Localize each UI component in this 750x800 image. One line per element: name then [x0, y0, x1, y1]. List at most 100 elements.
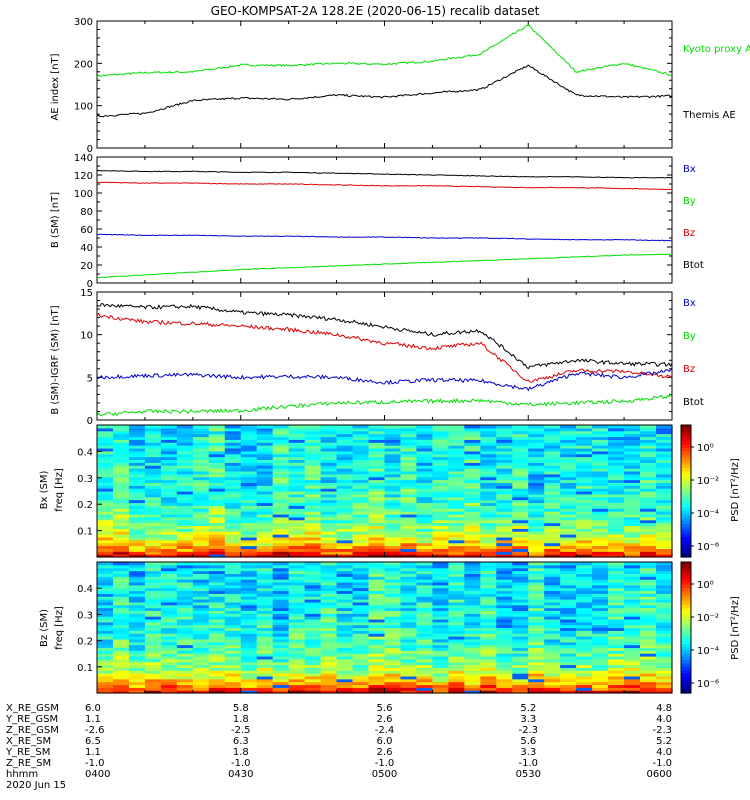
spectrogram-cell — [352, 678, 370, 683]
spectrogram-cell — [576, 470, 593, 475]
spectrogram-cell — [256, 499, 274, 504]
spectrogram-cell — [160, 687, 178, 691]
spectrogram-cell — [368, 502, 386, 506]
spectrogram-cell — [432, 581, 449, 586]
spectrogram-cell — [416, 554, 434, 558]
spectrogram-cell — [288, 453, 306, 458]
spectrogram-cell — [352, 536, 370, 541]
spectrogram-cell — [416, 508, 434, 512]
spectrogram-cell — [224, 644, 242, 649]
spectrogram-cell — [640, 502, 657, 506]
spectrogram-cell — [352, 542, 370, 547]
spectrogram-cell — [224, 488, 242, 492]
spectrogram-cell — [352, 525, 370, 529]
spectrogram-cell — [256, 613, 274, 617]
spectrogram-cell — [320, 499, 338, 504]
colorbar-segment — [681, 637, 691, 642]
spectrogram-cell — [384, 425, 402, 429]
spectrogram-cell — [560, 644, 577, 649]
spectrogram-cell — [416, 536, 434, 541]
spectrogram-cell — [288, 470, 306, 475]
spectrogram-cell — [144, 505, 162, 509]
spectrogram-cell — [512, 661, 529, 666]
spectrogram-cell — [656, 496, 673, 501]
spectrogram-cell — [400, 579, 418, 583]
spectrogram-cell — [144, 536, 162, 541]
spectrogram-cell — [576, 581, 593, 586]
spectrogram-cell — [352, 470, 370, 475]
spectrogram-cell — [528, 534, 545, 538]
series-kyoto-proxy-ae — [96, 24, 673, 78]
spectrogram-cell — [496, 519, 513, 524]
spectrogram-cell — [560, 482, 577, 486]
spectrogram-cell — [144, 485, 162, 489]
spectrogram-cell — [608, 445, 625, 449]
spectrogram-cell — [128, 456, 146, 461]
spectrogram-cell — [97, 445, 114, 449]
spectrogram-cell — [608, 653, 625, 657]
spectrogram-cell — [272, 647, 290, 651]
spectrogram-cell — [496, 684, 513, 688]
spectrogram-cell — [432, 505, 449, 509]
spectrogram-cell — [176, 430, 194, 435]
colorbar-segment — [681, 663, 691, 668]
spectrogram-cell — [320, 673, 338, 677]
spectrogram-cell — [304, 647, 322, 651]
spectrogram-cell — [208, 567, 226, 572]
spectrogram-cell — [97, 573, 114, 577]
spectrogram-cell — [640, 493, 657, 498]
spectrogram-cell — [608, 519, 625, 524]
spectrogram-cell — [160, 519, 178, 524]
spectrogram-cell — [112, 528, 130, 532]
spectrogram-cell — [224, 610, 242, 614]
spectrogram-cell — [208, 450, 226, 455]
spectrogram-cell — [368, 439, 386, 443]
spectrogram-cell — [304, 482, 322, 486]
spectrogram-cell — [608, 636, 625, 640]
spectrogram-cell — [528, 502, 545, 506]
spectrogram-cell — [224, 678, 242, 683]
spectrogram-cell — [288, 525, 306, 529]
spectrogram-cell — [192, 468, 210, 472]
spectrogram-cell — [256, 562, 274, 566]
spectrogram-cell — [416, 516, 434, 521]
spectrogram-cell — [192, 690, 210, 694]
spectrogram-cell — [97, 488, 114, 492]
spectrogram-cell — [224, 690, 242, 694]
spectrogram-cell — [176, 445, 194, 449]
spectrogram-cell — [256, 610, 274, 614]
spectrogram-cell — [368, 664, 386, 668]
spectrogram-cell — [320, 658, 338, 663]
spectrogram-cell — [112, 499, 130, 504]
spectrogram-cell — [464, 473, 481, 478]
spectrogram-cell — [272, 590, 290, 594]
spectrogram-cell — [576, 647, 593, 651]
spectrogram-cell — [400, 636, 418, 640]
spectrogram-cell — [192, 528, 210, 532]
spectrogram-cell — [160, 590, 178, 594]
spectrogram-cell — [240, 587, 258, 592]
spectrogram-cell — [576, 459, 593, 463]
spectrogram-cell — [304, 502, 322, 506]
spectrogram-cell — [288, 607, 306, 612]
spectrogram-cell — [592, 493, 609, 498]
spectrogram-cell — [464, 505, 481, 509]
spectrogram-cell — [256, 573, 274, 577]
orbit-value: 0600 — [647, 769, 672, 780]
spectrogram-cell — [256, 576, 274, 580]
spectrogram-cell — [448, 551, 465, 555]
spectrogram-cell — [592, 528, 609, 532]
spectrogram-cell — [336, 542, 354, 547]
spectrogram-cell — [384, 531, 402, 535]
spectrogram-cell — [256, 528, 274, 532]
spectrogram-cell — [512, 539, 529, 544]
spectrogram-cell — [656, 459, 673, 463]
spectrogram-cell — [208, 627, 226, 631]
spectrogram-cell — [224, 496, 242, 501]
spectrogram-cell — [464, 653, 481, 657]
colorbar-segment — [681, 428, 691, 433]
spectrogram-cell — [160, 479, 178, 483]
spectrogram-cell — [592, 616, 609, 620]
spectrogram-cell — [640, 445, 657, 449]
spectrogram-cell — [256, 630, 274, 634]
